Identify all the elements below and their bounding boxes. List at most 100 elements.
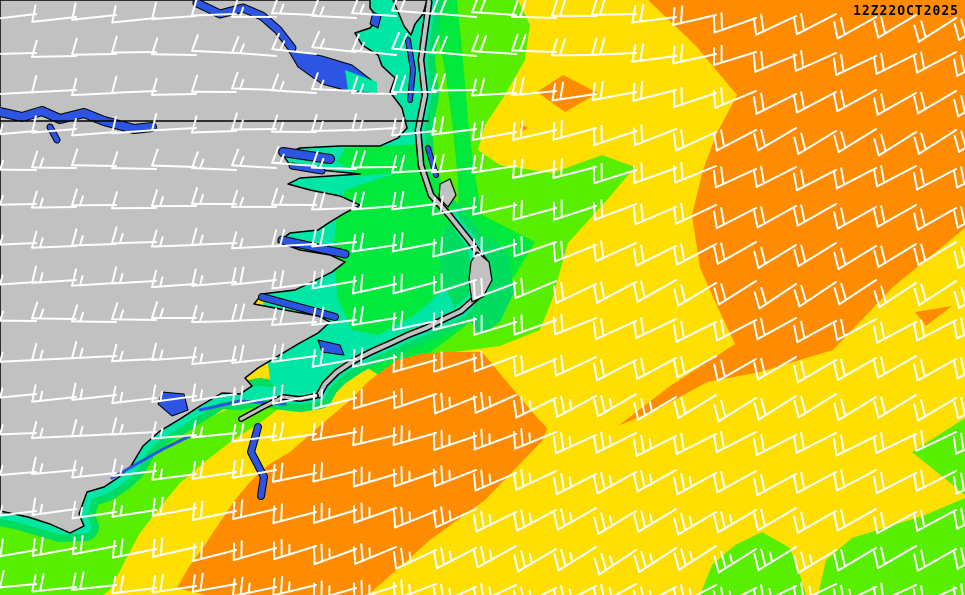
wind-barb bbox=[391, 117, 437, 137]
wind-barb bbox=[432, 351, 477, 373]
wind-barb bbox=[111, 226, 157, 245]
wind-barb bbox=[71, 304, 117, 323]
orange-diamond bbox=[537, 75, 598, 112]
wind-barb bbox=[191, 459, 237, 480]
wind-barb bbox=[392, 579, 437, 595]
wind-barb bbox=[952, 583, 965, 595]
wind-barb bbox=[672, 43, 717, 65]
wind-barb bbox=[71, 460, 117, 479]
wind-barb bbox=[712, 87, 757, 109]
wind-barb bbox=[552, 240, 597, 263]
wind-barb bbox=[31, 342, 77, 362]
wind-barb bbox=[191, 34, 237, 54]
wind-barb bbox=[551, 38, 597, 57]
orange-sliver-southeast bbox=[915, 306, 952, 326]
wind-barb bbox=[472, 510, 517, 533]
wind-barb bbox=[191, 227, 237, 246]
wind-barb bbox=[713, 548, 757, 574]
wind-barb bbox=[392, 465, 437, 488]
wind-barb bbox=[352, 388, 397, 410]
wind-barb bbox=[0, 424, 37, 436]
wind-barb bbox=[793, 549, 837, 574]
wind-barb bbox=[111, 5, 157, 24]
wind-barb bbox=[432, 429, 477, 451]
wind-barb bbox=[552, 472, 597, 496]
wind-barb bbox=[71, 118, 117, 137]
wind-barb bbox=[472, 236, 517, 258]
wind-barb bbox=[151, 148, 197, 168]
wind-barb bbox=[111, 191, 157, 210]
wind-barb bbox=[31, 456, 77, 476]
wind-barb bbox=[793, 242, 837, 268]
wind-barb bbox=[472, 195, 517, 216]
wind-barb bbox=[592, 124, 637, 147]
wind-barb bbox=[111, 458, 157, 477]
wind-barb bbox=[0, 351, 37, 364]
wind-barb bbox=[432, 392, 477, 415]
wind-barb bbox=[592, 431, 637, 454]
wind-barb bbox=[31, 115, 77, 134]
wind-barb bbox=[432, 310, 477, 332]
river-albemarle-north bbox=[279, 148, 334, 163]
wind-barb bbox=[953, 127, 965, 153]
wind-barb bbox=[111, 35, 157, 54]
wind-barb bbox=[271, 421, 317, 442]
wind-barb bbox=[71, 268, 117, 287]
wind-barb bbox=[873, 545, 917, 570]
wind-barb bbox=[151, 269, 197, 289]
wind-barb bbox=[231, 35, 277, 57]
wind-barb bbox=[271, 384, 317, 405]
wind-barb bbox=[231, 112, 277, 131]
wind-barb bbox=[272, 539, 317, 561]
wind-barb bbox=[512, 468, 557, 491]
hatteras-emerald-outer bbox=[468, 235, 514, 335]
wind-barb bbox=[873, 394, 917, 419]
wind-barb bbox=[351, 76, 397, 95]
wind-barb bbox=[271, 0, 317, 16]
wind-barb bbox=[392, 273, 437, 295]
wind-barb bbox=[472, 350, 517, 373]
wind-barb bbox=[712, 12, 757, 34]
wind-barb bbox=[673, 355, 717, 379]
wind-barb bbox=[512, 199, 557, 221]
wind-barb bbox=[753, 127, 797, 152]
wind-barb bbox=[912, 585, 957, 595]
wind-barb bbox=[71, 148, 117, 167]
wind-barb bbox=[712, 430, 757, 453]
wind-barb bbox=[71, 228, 117, 247]
wind-barb bbox=[832, 584, 877, 595]
wind-barb bbox=[872, 471, 917, 495]
wind-barb bbox=[271, 228, 317, 248]
wind-barb bbox=[431, 195, 477, 216]
wind-barb bbox=[673, 511, 717, 536]
wind-barb bbox=[872, 432, 917, 455]
green-patch-se-2 bbox=[818, 498, 965, 595]
wind-barb bbox=[391, 32, 437, 54]
wind-barb bbox=[472, 582, 517, 595]
river-west-stub bbox=[47, 124, 60, 143]
wind-barb bbox=[391, 190, 437, 211]
wind-barb bbox=[752, 92, 797, 115]
wind-barb bbox=[792, 431, 837, 454]
river-west bbox=[0, 107, 156, 133]
wind-barb bbox=[271, 114, 317, 133]
wind-barb bbox=[913, 207, 957, 231]
wind-barb bbox=[633, 547, 677, 574]
wind-barb bbox=[431, 35, 477, 57]
wind-barb bbox=[391, 310, 437, 332]
wind-barb bbox=[833, 318, 877, 341]
wind-barb bbox=[632, 244, 677, 267]
wind-barb bbox=[191, 74, 237, 93]
wind-barb bbox=[351, 232, 397, 253]
wind-barb bbox=[231, 189, 277, 208]
wind-barb bbox=[913, 17, 957, 43]
wind-barb bbox=[151, 421, 197, 440]
wind-barb bbox=[753, 317, 797, 341]
whiteoak-river bbox=[317, 339, 345, 356]
wind-barb bbox=[552, 158, 597, 179]
wind-barb bbox=[752, 13, 797, 36]
wind-barb bbox=[753, 205, 797, 229]
wind-barb bbox=[632, 162, 677, 184]
wind-barb bbox=[392, 506, 437, 529]
